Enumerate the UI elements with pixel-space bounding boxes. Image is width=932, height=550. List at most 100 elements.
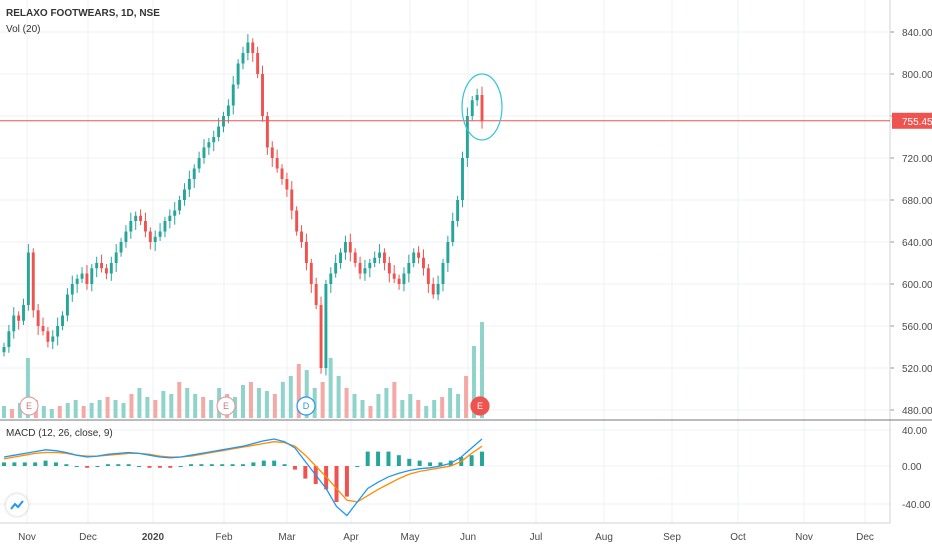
volume-bar (161, 391, 166, 418)
candle-body (212, 137, 216, 143)
candle-body (304, 242, 308, 263)
macd-legend[interactable]: MACD (12, 26, close, 9) (6, 428, 113, 439)
volume-bar (272, 394, 277, 418)
candle-body (456, 200, 460, 221)
candle-body (65, 294, 69, 316)
macd-histogram-bar (376, 451, 381, 466)
volume-bar (472, 346, 477, 418)
tradingview-logo-icon[interactable] (6, 494, 28, 516)
volume-bar (328, 358, 333, 418)
candle-body (241, 53, 245, 64)
dividend-marker[interactable] (296, 396, 316, 416)
candle-body (422, 257, 425, 269)
candle-body (446, 242, 450, 263)
candle-body (124, 231, 128, 242)
macd-histogram-bar (43, 460, 48, 466)
annotations (461, 73, 503, 141)
time-axis-label: Dec (856, 532, 874, 543)
candle-body (300, 231, 303, 242)
event-marker-label: E (26, 401, 32, 411)
macd-histogram-bar (303, 466, 308, 479)
candle-body (31, 252, 35, 311)
volume-bar (129, 394, 134, 418)
volume-bar (424, 406, 429, 418)
candle-body (134, 215, 138, 221)
candle-body (153, 236, 157, 242)
time-axis-label: Sep (663, 532, 681, 543)
candle-body (412, 252, 416, 263)
macd-histogram-bar (272, 460, 277, 466)
time-axis-label: Dec (79, 532, 97, 543)
candle-body (178, 200, 182, 211)
candle-body (319, 305, 323, 368)
price-tick-label: 480.00 (902, 406, 932, 417)
grid (0, 0, 890, 523)
volume-bar (336, 376, 341, 418)
event-marker-label: D (303, 401, 310, 411)
macd-histogram-bar (74, 466, 79, 467)
macd-histogram-bar (396, 455, 401, 466)
volume-bar (352, 394, 357, 418)
candle-body (378, 252, 382, 258)
candle-body (12, 315, 16, 332)
price-candles (2, 34, 484, 376)
macd-histogram-bar (168, 466, 173, 468)
macd-tick-label: 0.00 (902, 462, 922, 473)
candle-body (202, 147, 206, 158)
volume-bar (241, 385, 245, 418)
last-price-badge (892, 112, 932, 129)
candle-body (70, 284, 74, 295)
candle-body (397, 278, 401, 284)
macd-indicator (2, 438, 484, 517)
volume-bar (121, 403, 126, 418)
candle-body (334, 263, 338, 274)
volume-legend[interactable]: Vol (20) (6, 24, 41, 35)
macd-histogram-bar (12, 462, 17, 466)
volume-bar (201, 397, 206, 418)
macd-histogram-bar (137, 466, 142, 467)
macd-histogram-bar (251, 462, 256, 466)
macd-histogram-bar (116, 464, 121, 466)
candle-body (95, 263, 99, 269)
candle-body (236, 63, 240, 85)
volume-bar (384, 388, 389, 418)
macd-histogram-bar (126, 464, 131, 466)
price-tick-label: 560.00 (902, 322, 932, 333)
volume-bar (137, 388, 142, 418)
volume-bar (256, 388, 261, 418)
candle-body (197, 158, 201, 169)
candle-body (187, 179, 191, 190)
time-axis-label: Jun (460, 532, 476, 543)
symbol-title[interactable]: RELAXO FOOTWEARS, 1D, NSE (6, 8, 160, 19)
macd-histogram-bar (22, 462, 27, 466)
time-axis-label: Feb (215, 532, 233, 543)
candle-body (441, 263, 445, 284)
volume-bar (17, 403, 22, 418)
volume-bar (288, 376, 293, 418)
price-tick-label: 680.00 (902, 196, 932, 207)
macd-histogram-bar (428, 462, 433, 466)
candle-body (231, 84, 235, 106)
volume-bar (89, 403, 94, 418)
volume-bar (49, 409, 54, 418)
candle-body (75, 278, 79, 284)
earnings-marker[interactable] (216, 396, 236, 416)
macd-histogram-bar (85, 466, 90, 468)
candle-body (475, 95, 479, 101)
volume-bar (9, 409, 14, 418)
highlight-circle (461, 73, 503, 141)
volume-bar (360, 400, 365, 418)
earnings-marker[interactable] (19, 396, 39, 416)
volume-bar (2, 406, 6, 418)
volume-bar (480, 322, 484, 418)
candle-body (148, 231, 152, 242)
volume-bars (2, 322, 484, 418)
earnings-marker[interactable] (470, 396, 490, 416)
volume-bar (440, 397, 445, 418)
candle-body (407, 263, 411, 274)
volume-bar (392, 382, 397, 418)
candle-body (143, 221, 147, 232)
